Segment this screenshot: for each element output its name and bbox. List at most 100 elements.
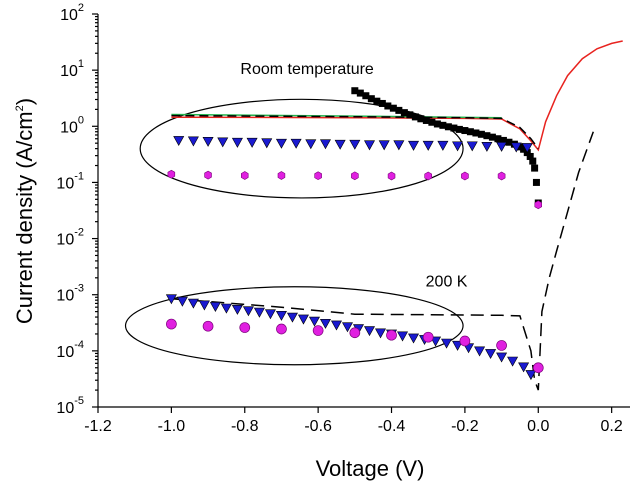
- square-marker: [472, 129, 480, 137]
- triangle-marker: [441, 338, 453, 349]
- hexagon-marker: [497, 171, 506, 181]
- square-marker: [406, 111, 414, 119]
- triangle-marker: [496, 352, 508, 363]
- square-marker: [466, 128, 474, 136]
- y-tick-label: 100: [60, 114, 84, 136]
- triangle-marker: [408, 333, 420, 344]
- triangle-marker: [231, 137, 243, 148]
- triangle-marker: [334, 139, 346, 150]
- square-marker: [351, 87, 359, 95]
- circle-marker: [386, 329, 397, 341]
- triangle-marker: [187, 136, 199, 147]
- square-marker: [531, 164, 539, 172]
- x-tick-label: 0.2: [601, 418, 623, 435]
- triangle-marker: [330, 320, 342, 331]
- triangle-marker: [363, 140, 376, 151]
- triangle-marker: [275, 138, 287, 149]
- x-tick-label: -1.2: [84, 418, 112, 435]
- axes: -1.2 -1.0 -0.8 -0.6 -0.4 -0.2 0.0 0.2 102 101 100 1…: [56, 2, 630, 435]
- y-tick-label: 10-1: [56, 170, 84, 192]
- square-marker: [505, 138, 513, 146]
- plot-series: [165, 40, 623, 391]
- triangle-marker: [286, 312, 298, 323]
- triangle-marker: [474, 346, 486, 357]
- highlight-ellipse: [124, 286, 464, 366]
- hexagon-marker: [167, 169, 176, 179]
- hexagon-marker: [424, 171, 433, 181]
- hexagon-marker: [461, 171, 469, 181]
- triangle-marker: [173, 136, 185, 147]
- triangle-marker: [202, 137, 214, 147]
- square-marker: [520, 145, 528, 153]
- circle-marker: [312, 325, 324, 336]
- triangle-marker: [507, 356, 519, 367]
- highlight-ellipses: [124, 98, 464, 366]
- hexagon-marker: [241, 171, 249, 180]
- y-tick-label: 10-5: [56, 395, 84, 417]
- triangle-marker: [165, 294, 177, 305]
- triangle-marker: [275, 310, 287, 321]
- square-marker: [450, 124, 458, 132]
- triangle-marker: [363, 326, 376, 337]
- triangle-marker: [452, 141, 464, 152]
- square-marker: [494, 135, 502, 143]
- triangle-marker: [525, 370, 537, 381]
- y-tick-label: 102: [60, 2, 84, 24]
- series-line: [171, 131, 595, 391]
- series-line: [171, 40, 623, 152]
- series-line: [171, 114, 539, 150]
- square-marker: [395, 106, 403, 114]
- hexagon-marker: [387, 171, 396, 181]
- triangle-marker: [305, 139, 317, 150]
- triangle-marker: [217, 137, 229, 148]
- square-marker: [439, 121, 447, 129]
- triangle-marker: [349, 139, 361, 150]
- triangle-marker: [264, 309, 276, 320]
- triangle-marker: [297, 314, 309, 325]
- triangle-marker: [261, 138, 273, 149]
- square-marker: [499, 136, 507, 144]
- triangle-marker: [452, 340, 464, 351]
- y-axis-title-close: ): [12, 98, 37, 105]
- triangle-marker: [408, 140, 420, 151]
- square-marker: [411, 113, 419, 121]
- triangle-marker: [378, 140, 390, 151]
- triangle-marker: [220, 303, 232, 314]
- triangle-marker: [521, 143, 533, 154]
- square-marker: [362, 92, 370, 100]
- square-marker: [422, 116, 430, 124]
- square-marker: [373, 97, 381, 105]
- triangle-marker: [246, 137, 258, 148]
- square-marker: [483, 132, 491, 140]
- triangle-marker: [510, 142, 522, 153]
- triangle-marker: [209, 302, 221, 312]
- triangle-marker: [198, 300, 210, 311]
- square-marker: [367, 95, 375, 103]
- x-tick-label: -0.8: [231, 418, 259, 435]
- square-marker: [433, 120, 441, 128]
- hexagon-marker: [534, 200, 543, 210]
- square-marker: [400, 109, 408, 117]
- triangle-marker: [481, 142, 493, 152]
- square-marker: [526, 152, 534, 160]
- triangle-marker: [187, 298, 199, 309]
- triangle-marker: [466, 141, 478, 152]
- hexagon-marker: [277, 171, 286, 180]
- square-marker: [378, 99, 386, 107]
- square-marker: [461, 127, 469, 135]
- circle-marker: [532, 362, 544, 374]
- circle-marker: [459, 335, 471, 347]
- y-tick-label: 10-3: [56, 283, 84, 305]
- x-tick-label: -0.2: [451, 418, 479, 435]
- y-axis-title: Current density (A/cm2): [12, 98, 37, 324]
- circle-marker: [239, 322, 251, 333]
- square-marker: [455, 125, 463, 133]
- triangle-marker: [242, 306, 254, 317]
- y-axis-title-base: Current density (A/cm: [12, 111, 37, 324]
- x-tick-label: -1.0: [158, 418, 186, 435]
- square-marker: [488, 133, 496, 141]
- triangle-marker: [437, 140, 449, 151]
- hexagon-marker: [351, 171, 359, 181]
- circle-marker: [166, 318, 177, 330]
